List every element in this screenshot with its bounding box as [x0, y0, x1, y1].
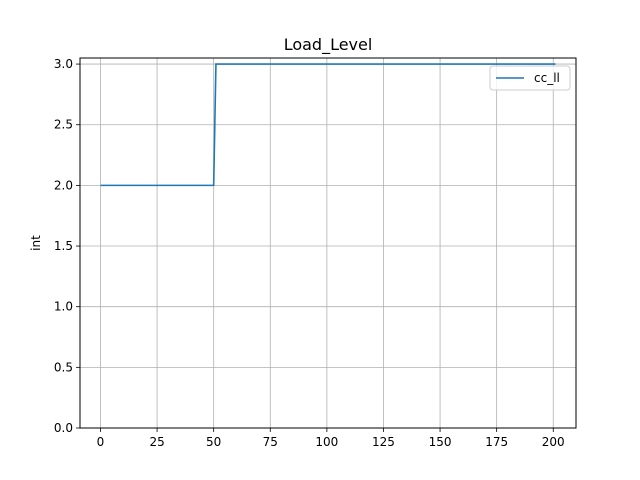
chart-title: Load_Level [284, 35, 373, 55]
x-tick-label: 25 [149, 435, 164, 449]
y-tick-label: 0.5 [54, 360, 73, 374]
legend-label: cc_ll [534, 71, 560, 85]
y-axis: 0.0 0.5 1.0 1.5 2.0 2.5 3.0 [54, 57, 80, 435]
y-tick-label: 3.0 [54, 57, 73, 71]
legend: cc_ll [489, 65, 571, 91]
x-tick-label: 100 [315, 435, 338, 449]
x-tick-label: 0 [97, 435, 105, 449]
legend-box [489, 65, 571, 91]
x-tick-label: 175 [485, 435, 508, 449]
plot-series [100, 63, 556, 187]
x-tick-label: 150 [429, 435, 452, 449]
x-tick-label: 75 [263, 435, 278, 449]
y-tick-label: 0.0 [54, 421, 73, 435]
x-tick-label: 125 [372, 435, 395, 449]
y-tick-label: 2.0 [54, 178, 73, 192]
y-tick-label: 1.5 [54, 239, 73, 253]
plot-frame [79, 57, 577, 429]
x-axis: 0 25 50 75 100 125 150 175 200 [97, 428, 565, 449]
y-axis-label: int [29, 235, 43, 251]
y-tick-label: 2.5 [54, 118, 73, 132]
x-tick-label: 50 [206, 435, 221, 449]
y-tick-label: 1.0 [54, 300, 73, 314]
x-tick-label: 200 [542, 435, 565, 449]
series-line [100, 63, 556, 187]
